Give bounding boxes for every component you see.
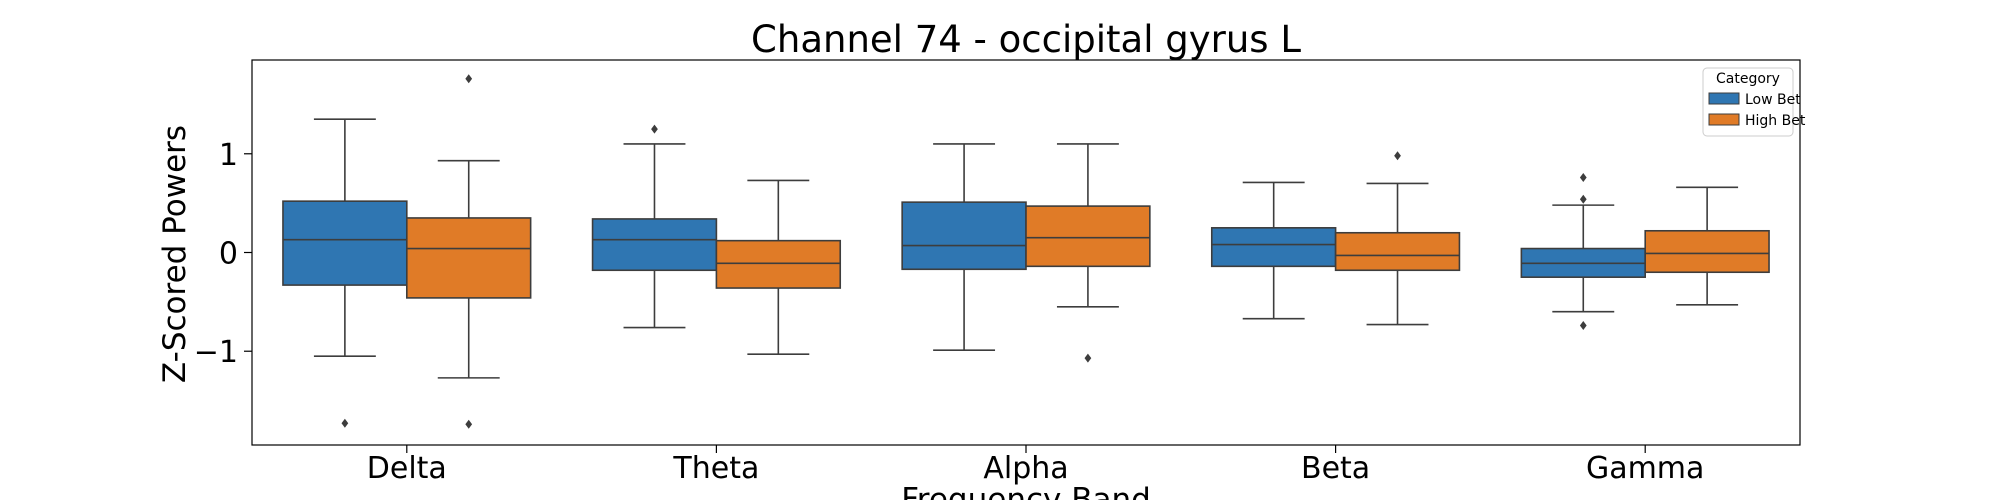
box-high-bet-theta <box>715 179 842 355</box>
legend: Category Low Bet High Bet <box>1702 67 1806 137</box>
box-iqr <box>405 217 532 299</box>
x-tick-label: Theta <box>672 451 759 486</box>
box-iqr <box>1025 205 1151 268</box>
box-high-bet-beta <box>1334 151 1461 326</box>
legend-entry-label: Low Bet <box>1745 92 1801 108</box>
box-low-bet-gamma <box>1520 172 1646 331</box>
box-low-bet-beta <box>1210 181 1337 320</box>
outlier-point <box>465 419 473 429</box>
box-high-bet-gamma <box>1644 186 1770 306</box>
outlier-point <box>1579 172 1587 182</box>
box-iqr <box>1210 227 1337 268</box>
x-tick-label: Gamma <box>1586 451 1704 486</box>
legend-swatch <box>1708 113 1740 126</box>
box-high-bet-delta <box>405 74 532 429</box>
outlier-point <box>1579 194 1587 204</box>
box-iqr <box>1644 229 1770 274</box>
outlier-point <box>1084 353 1092 363</box>
plot-area: −1 0 1 Delta Theta Alpha Beta Gamma <box>194 59 1801 486</box>
outlier-point <box>341 418 349 428</box>
legend-swatch <box>1708 92 1740 105</box>
y-axis-label: Z-Scored Powers <box>157 125 193 383</box>
outlier-point <box>651 124 658 134</box>
box-low-bet-delta <box>282 118 408 428</box>
x-tick-label: Beta <box>1301 451 1370 486</box>
y-tick-label: 0 <box>219 237 238 272</box>
box-iqr <box>591 218 718 272</box>
outlier-point <box>465 74 473 84</box>
box-high-bet-alpha <box>1025 143 1151 363</box>
outlier-point <box>1394 151 1401 161</box>
x-tick-label: Alpha <box>983 451 1068 486</box>
y-tick-label: −1 <box>194 335 238 370</box>
box-low-bet-alpha <box>901 143 1027 352</box>
x-tick-label: Delta <box>367 451 447 486</box>
box-iqr <box>901 201 1027 271</box>
outlier-point <box>1579 321 1587 331</box>
y-tick-label: 1 <box>219 138 238 173</box>
box-iqr <box>1334 231 1461 272</box>
legend-title: Category <box>1716 71 1780 87</box>
box-iqr <box>282 200 408 286</box>
chart-title: Channel 74 - occipital gyrus L <box>751 18 1301 61</box>
x-axis-label: Frequency Band <box>901 482 1151 500</box>
box-iqr <box>715 239 842 289</box>
legend-entry-label: High Bet <box>1745 113 1806 129</box>
box-low-bet-theta <box>591 124 718 329</box>
